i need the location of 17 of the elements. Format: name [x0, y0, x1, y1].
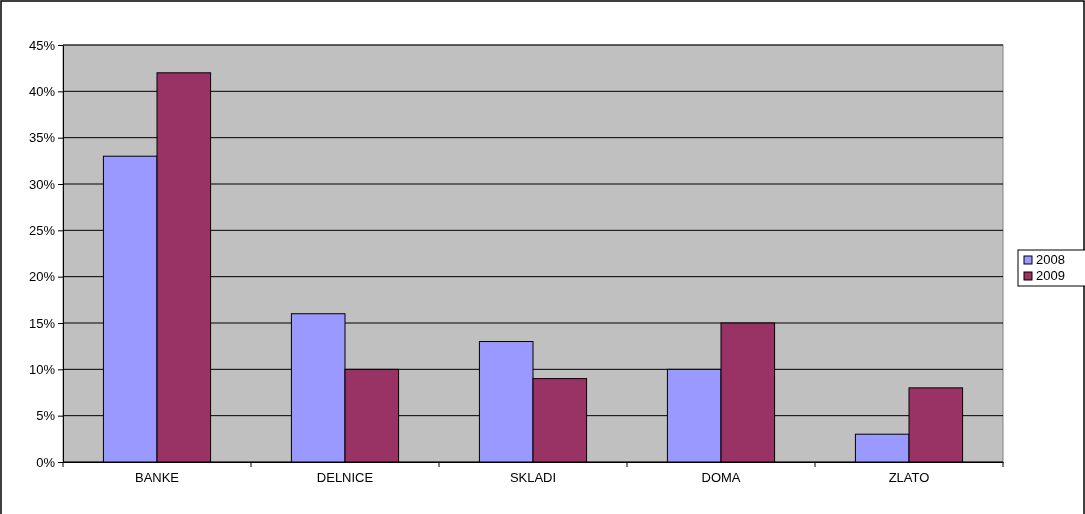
x-tick-label: DELNICE	[316, 469, 374, 485]
y-tick-label: 25%	[28, 222, 56, 238]
y-tick-label: 15%	[28, 315, 56, 331]
x-tick-label: SKLADI	[509, 469, 557, 485]
legend-label: 2008	[1036, 252, 1065, 267]
y-tick-label: 0%	[36, 454, 56, 470]
y-tick-label: 5%	[36, 408, 56, 424]
y-tick-label: 10%	[28, 361, 56, 377]
y-tick-label: 30%	[28, 176, 56, 192]
x-tick-label: ZLATO	[888, 469, 930, 485]
legend-label: 2009	[1036, 268, 1065, 283]
y-tick-label: 40%	[28, 83, 56, 99]
y-tick-label: 45%	[28, 37, 56, 53]
x-tick-label: BANKE	[134, 469, 180, 485]
x-tick-label: DOMA	[701, 469, 741, 485]
y-tick-label: 20%	[28, 269, 56, 285]
y-tick-label: 35%	[28, 130, 56, 146]
